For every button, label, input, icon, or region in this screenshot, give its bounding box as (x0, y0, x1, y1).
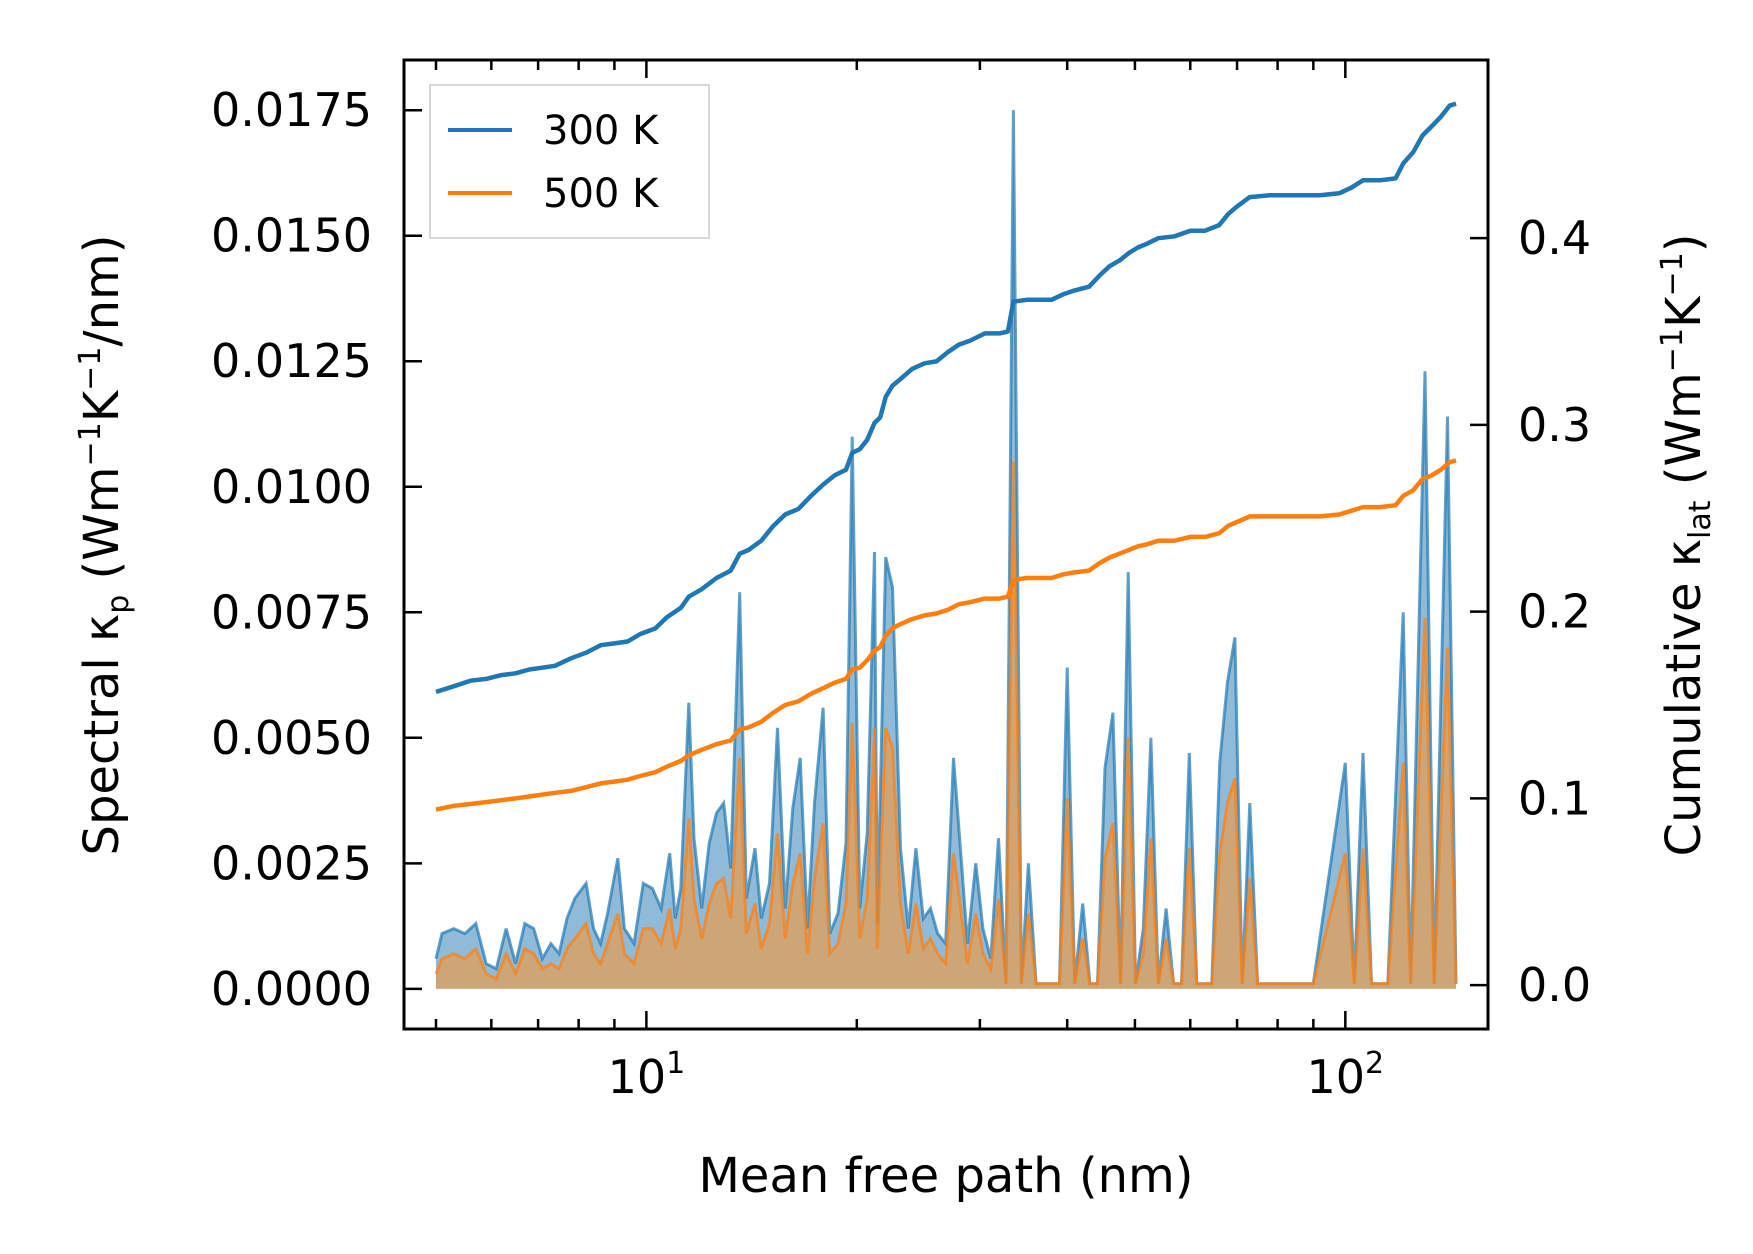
left-y-tick-label: 0.0000 (211, 962, 372, 1016)
legend: 300 K 500 K (429, 84, 710, 239)
right-label-unit-open: (Wm (1656, 372, 1712, 500)
left-label-sub: p (101, 595, 136, 614)
left-label-unit-open: (Wm (74, 467, 130, 595)
axis-ticks (404, 60, 1488, 1029)
right-y-tick-label: 0.3 (1518, 398, 1591, 452)
left-label-exp1: −1 (73, 422, 108, 466)
left-label-exp2: −1 (73, 347, 108, 391)
right-label-exp2: −1 (1655, 252, 1690, 296)
right-y-tick-label: 0.2 (1518, 585, 1591, 639)
x-tick-exponent: 1 (666, 1046, 685, 1081)
cumulative-line-500k (435, 458, 1457, 812)
left-y-tick-label: 0.0100 (211, 460, 372, 514)
left-y-tick-label: 0.0075 (211, 585, 372, 639)
right-y-tick-label: 0.4 (1518, 211, 1591, 265)
legend-label-300k: 300 K (543, 108, 660, 154)
x-axis-label: Mean free path (nm) (699, 1148, 1194, 1204)
right-label-sub: lat (1683, 500, 1718, 539)
right-label-exp1: −1 (1655, 328, 1690, 372)
left-y-tick-label: 0.0125 (211, 334, 372, 388)
x-tick-base: 10 (1307, 1050, 1366, 1104)
right-label-prefix: Cumulative κ (1656, 539, 1712, 857)
x-tick-exponent: 2 (1365, 1046, 1384, 1081)
right-y-tick-label: 0.1 (1518, 771, 1591, 825)
left-y-axis-label: Spectral κp (Wm−1K−1/nm) (73, 235, 136, 856)
left-label-mid: K (74, 389, 130, 422)
tick-labels: 101 1020.00000.00250.00500.00750.01000.01… (211, 83, 1591, 1104)
right-y-axis-label: Cumulative κlat (Wm−1K−1) (1655, 234, 1718, 857)
right-label-mid: K (1656, 295, 1712, 328)
x-tick-label: 102 (1307, 1046, 1385, 1104)
cumulative-lines (435, 101, 1457, 812)
spectral-line-500k (434, 461, 1458, 986)
left-y-tick-label: 0.0150 (211, 209, 372, 263)
x-tick-base: 10 (608, 1050, 667, 1104)
left-y-tick-label: 0.0025 (211, 836, 372, 890)
left-label-prefix: Spectral κ (74, 614, 130, 856)
left-label-tail: /nm) (74, 235, 130, 347)
right-y-tick-label: 0.0 (1518, 958, 1591, 1012)
legend-label-500k: 500 K (543, 171, 660, 217)
cumulative-line-300k (435, 101, 1457, 695)
x-tick-label: 101 (608, 1046, 686, 1104)
plot-frame (402, 58, 1490, 1031)
legend-box (429, 84, 710, 239)
left-y-tick-label: 0.0050 (211, 711, 372, 765)
spectral-fills (434, 110, 1458, 989)
left-y-tick-label: 0.0175 (211, 83, 372, 137)
right-label-tail: ) (1656, 234, 1712, 253)
